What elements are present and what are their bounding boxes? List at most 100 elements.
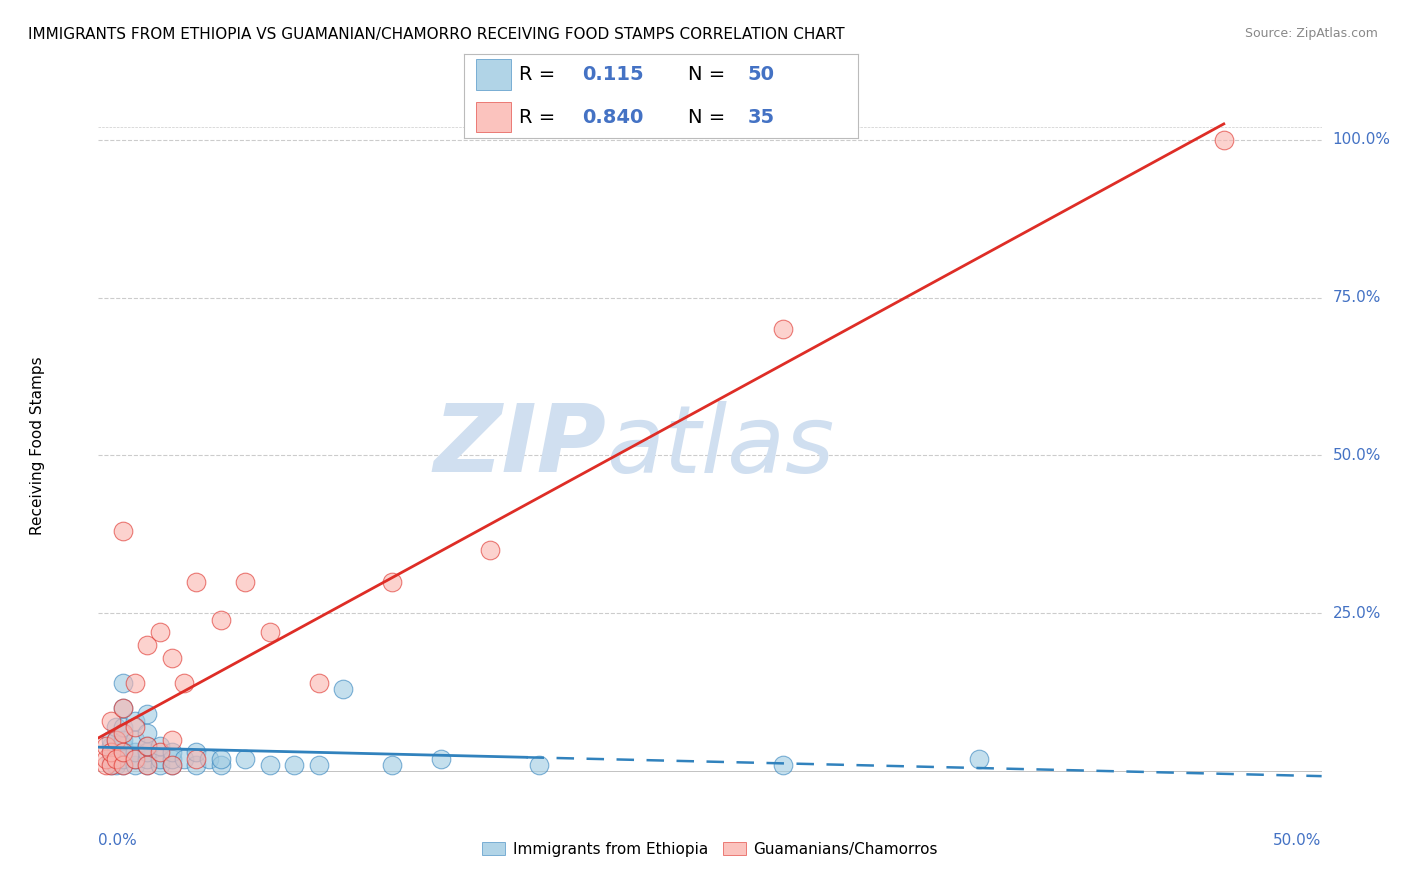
- Point: [100, 758, 122, 772]
- Point: [136, 739, 159, 753]
- Point: [111, 745, 134, 759]
- Point: [149, 751, 172, 765]
- Point: [124, 758, 146, 772]
- Point: [160, 732, 183, 747]
- Text: 25.0%: 25.0%: [1333, 606, 1381, 621]
- Point: [111, 758, 134, 772]
- Bar: [475, 60, 512, 90]
- Point: [100, 758, 122, 772]
- Point: [111, 524, 134, 539]
- Point: [104, 751, 127, 765]
- Text: 35: 35: [748, 108, 775, 127]
- Point: [173, 675, 195, 690]
- Point: [94, 751, 117, 765]
- Point: [186, 574, 208, 589]
- Point: [100, 745, 122, 759]
- Point: [381, 758, 404, 772]
- Point: [160, 650, 183, 665]
- Point: [381, 574, 404, 589]
- Point: [111, 726, 134, 740]
- Point: [772, 758, 794, 772]
- Point: [111, 758, 134, 772]
- Point: [104, 758, 127, 772]
- Text: Receiving Food Stamps: Receiving Food Stamps: [30, 357, 45, 535]
- Point: [104, 732, 127, 747]
- Point: [104, 745, 127, 759]
- Point: [186, 745, 208, 759]
- Point: [149, 745, 172, 759]
- Point: [186, 751, 208, 765]
- Text: 100.0%: 100.0%: [1333, 132, 1391, 147]
- Point: [209, 751, 232, 765]
- Point: [100, 751, 122, 765]
- Point: [967, 751, 990, 765]
- Point: [124, 714, 146, 728]
- Point: [124, 720, 146, 734]
- Point: [100, 732, 122, 747]
- Point: [124, 751, 146, 765]
- Point: [527, 758, 550, 772]
- Point: [136, 726, 159, 740]
- Point: [111, 701, 134, 715]
- Point: [149, 739, 172, 753]
- Text: N =: N =: [689, 108, 725, 127]
- Text: 0.0%: 0.0%: [98, 833, 138, 848]
- Point: [332, 682, 354, 697]
- Point: [124, 732, 146, 747]
- Legend: Immigrants from Ethiopia, Guamanians/Chamorros: Immigrants from Ethiopia, Guamanians/Cha…: [475, 836, 945, 863]
- Point: [124, 751, 146, 765]
- Point: [136, 707, 159, 722]
- Point: [111, 745, 134, 759]
- Point: [160, 751, 183, 765]
- Point: [124, 745, 146, 759]
- Point: [104, 732, 127, 747]
- Point: [772, 322, 794, 336]
- Point: [173, 751, 195, 765]
- Point: [104, 720, 127, 734]
- Point: [149, 625, 172, 640]
- Text: 50.0%: 50.0%: [1333, 448, 1381, 463]
- Point: [308, 675, 330, 690]
- Text: Source: ZipAtlas.com: Source: ZipAtlas.com: [1244, 27, 1378, 40]
- Point: [111, 732, 134, 747]
- Point: [111, 751, 134, 765]
- Point: [160, 758, 183, 772]
- Point: [149, 758, 172, 772]
- Point: [136, 745, 159, 759]
- Point: [100, 739, 122, 753]
- Point: [136, 739, 159, 753]
- Point: [160, 745, 183, 759]
- Text: 0.840: 0.840: [582, 108, 644, 127]
- Point: [209, 758, 232, 772]
- Text: 50.0%: 50.0%: [1274, 833, 1322, 848]
- Point: [100, 714, 122, 728]
- Point: [1212, 133, 1234, 147]
- Point: [94, 739, 117, 753]
- Point: [100, 745, 122, 759]
- Point: [111, 701, 134, 715]
- Text: R =: R =: [519, 65, 555, 84]
- Text: 75.0%: 75.0%: [1333, 290, 1381, 305]
- Point: [430, 751, 453, 765]
- Point: [136, 638, 159, 652]
- Text: R =: R =: [519, 108, 555, 127]
- Point: [136, 758, 159, 772]
- Point: [478, 543, 501, 558]
- Point: [136, 751, 159, 765]
- Point: [259, 625, 281, 640]
- Point: [111, 739, 134, 753]
- Point: [233, 574, 256, 589]
- Point: [233, 751, 256, 765]
- Point: [160, 758, 183, 772]
- Point: [186, 758, 208, 772]
- Point: [308, 758, 330, 772]
- Point: [197, 751, 219, 765]
- Point: [94, 758, 117, 772]
- Text: N =: N =: [689, 65, 725, 84]
- Bar: [475, 102, 512, 132]
- Point: [111, 720, 134, 734]
- Point: [124, 675, 146, 690]
- Point: [136, 758, 159, 772]
- Text: atlas: atlas: [606, 401, 834, 491]
- Text: ZIP: ZIP: [433, 400, 606, 492]
